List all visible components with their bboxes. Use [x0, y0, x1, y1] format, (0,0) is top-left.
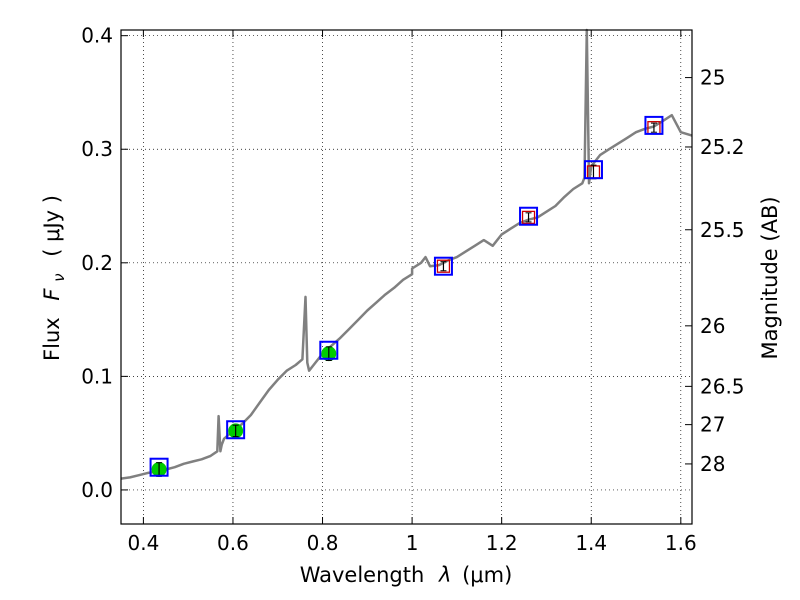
magnitude-tick-label: 25.5	[700, 218, 745, 242]
magnitude-tick-label: 25	[700, 66, 725, 90]
y-axis-label-unit: ( μJy )	[40, 195, 64, 257]
x-tick-label: 1.4	[575, 531, 607, 555]
x-tick-label: 0.4	[127, 531, 159, 555]
plot-frame	[120, 29, 693, 525]
model-flux-box	[583, 160, 603, 180]
spectrum-layer	[120, 28, 693, 480]
magnitude-tick-label: 26	[700, 314, 725, 338]
model-flux-box	[149, 457, 169, 477]
x-axis-label-symbol: λ	[438, 563, 451, 587]
model-flux-box	[519, 206, 539, 226]
x-tick-label: 1.6	[665, 531, 697, 555]
x-tick-label: 1.2	[486, 531, 518, 555]
y-tick-label: 0.4	[81, 24, 113, 48]
y-axis-label-prefix: Flux	[40, 317, 64, 361]
observed-flux-square	[436, 259, 451, 273]
y-tick-label: 0.2	[81, 251, 113, 275]
photometry-layer	[149, 115, 664, 477]
x-tick-label: 1	[406, 531, 419, 555]
y-tick-label: 0.1	[81, 364, 113, 388]
observed-flux-square	[521, 210, 536, 225]
y-tick-label: 0.0	[81, 478, 113, 502]
magnitude-axis-label: Magnitude (AB)	[758, 196, 782, 359]
axis-ticks: 0.4 0.6 0.8 1 1.2 1.4 1.6 0.0 0.1 0.2 0.3 0.4 25 25.2…	[81, 24, 744, 555]
y-axis-label-subscript: ν	[50, 273, 68, 281]
x-axis-label-prefix: Wavelength	[300, 563, 425, 587]
model-flux-box	[319, 340, 339, 360]
y-axis-label: Flux F ν ( μJy )	[40, 195, 69, 361]
x-tick-label: 0.6	[217, 531, 249, 555]
model-flux-box	[644, 115, 664, 135]
y-tick-label: 0.3	[81, 137, 113, 161]
model-flux-box	[433, 256, 453, 276]
magnitude-tick-label: 26.5	[700, 374, 745, 398]
x-axis-label-unit: (μm)	[462, 563, 512, 587]
x-axis-label: Wavelength λ (μm)	[300, 563, 513, 587]
magnitude-tick-label: 27	[700, 413, 725, 437]
model-flux-box	[226, 420, 246, 440]
spectrum-line	[120, 28, 693, 480]
x-tick-label: 0.8	[307, 531, 339, 555]
magnitude-tick-label: 28	[700, 452, 725, 476]
y-axis-label-symbol: F	[40, 288, 64, 301]
magnitude-tick-label: 25.2	[700, 135, 745, 159]
